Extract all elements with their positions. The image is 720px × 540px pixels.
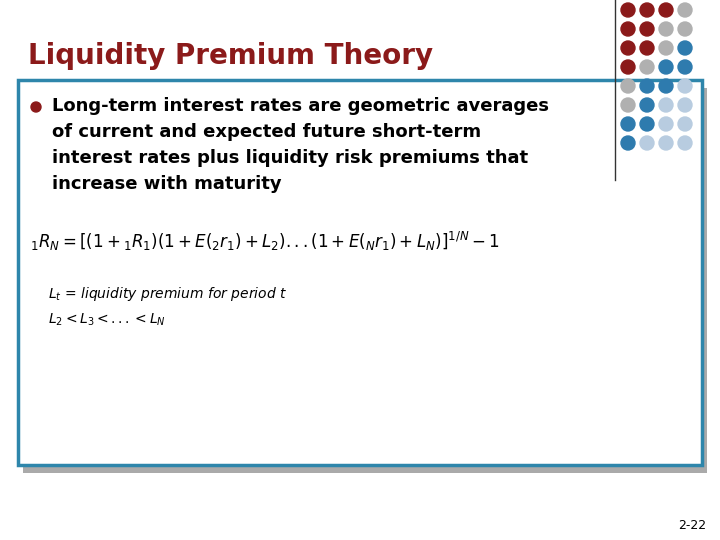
Circle shape bbox=[640, 117, 654, 131]
FancyBboxPatch shape bbox=[23, 88, 707, 473]
Circle shape bbox=[659, 98, 673, 112]
Circle shape bbox=[678, 117, 692, 131]
FancyBboxPatch shape bbox=[18, 80, 702, 465]
Circle shape bbox=[621, 136, 635, 150]
Circle shape bbox=[678, 98, 692, 112]
Circle shape bbox=[640, 22, 654, 36]
Text: $_{1}R_{N} = [(1+_{1}R_{1})(1+E(_{2}r_{1})+L_{2})...(1+E(_{N}r_{1})+L_{N})]^{1/N: $_{1}R_{N} = [(1+_{1}R_{1})(1+E(_{2}r_{1… bbox=[30, 230, 500, 253]
Circle shape bbox=[659, 60, 673, 74]
Circle shape bbox=[640, 136, 654, 150]
Circle shape bbox=[659, 79, 673, 93]
Text: of current and expected future short-term: of current and expected future short-ter… bbox=[52, 123, 481, 141]
Circle shape bbox=[659, 3, 673, 17]
Circle shape bbox=[678, 79, 692, 93]
Circle shape bbox=[678, 22, 692, 36]
Circle shape bbox=[640, 60, 654, 74]
Circle shape bbox=[678, 60, 692, 74]
Circle shape bbox=[621, 117, 635, 131]
Text: Long-term interest rates are geometric averages: Long-term interest rates are geometric a… bbox=[52, 97, 549, 115]
Circle shape bbox=[640, 98, 654, 112]
Circle shape bbox=[621, 22, 635, 36]
Circle shape bbox=[659, 136, 673, 150]
Circle shape bbox=[621, 3, 635, 17]
Text: increase with maturity: increase with maturity bbox=[52, 175, 282, 193]
Text: interest rates plus liquidity risk premiums that: interest rates plus liquidity risk premi… bbox=[52, 149, 528, 167]
Circle shape bbox=[621, 79, 635, 93]
Circle shape bbox=[640, 3, 654, 17]
Circle shape bbox=[640, 41, 654, 55]
Circle shape bbox=[678, 41, 692, 55]
Circle shape bbox=[678, 3, 692, 17]
Circle shape bbox=[31, 102, 41, 112]
Text: Liquidity Premium Theory: Liquidity Premium Theory bbox=[28, 42, 433, 70]
Circle shape bbox=[659, 117, 673, 131]
Circle shape bbox=[678, 136, 692, 150]
Text: $L_{t}$ = liquidity premium for period $t$: $L_{t}$ = liquidity premium for period $… bbox=[48, 285, 287, 303]
Text: $L_{2} < L_{3} < ...<L_{N}$: $L_{2} < L_{3} < ...<L_{N}$ bbox=[48, 312, 166, 328]
Circle shape bbox=[659, 41, 673, 55]
Circle shape bbox=[621, 60, 635, 74]
Circle shape bbox=[621, 98, 635, 112]
Text: 2-22: 2-22 bbox=[678, 519, 706, 532]
Circle shape bbox=[621, 41, 635, 55]
Circle shape bbox=[659, 22, 673, 36]
Circle shape bbox=[640, 79, 654, 93]
